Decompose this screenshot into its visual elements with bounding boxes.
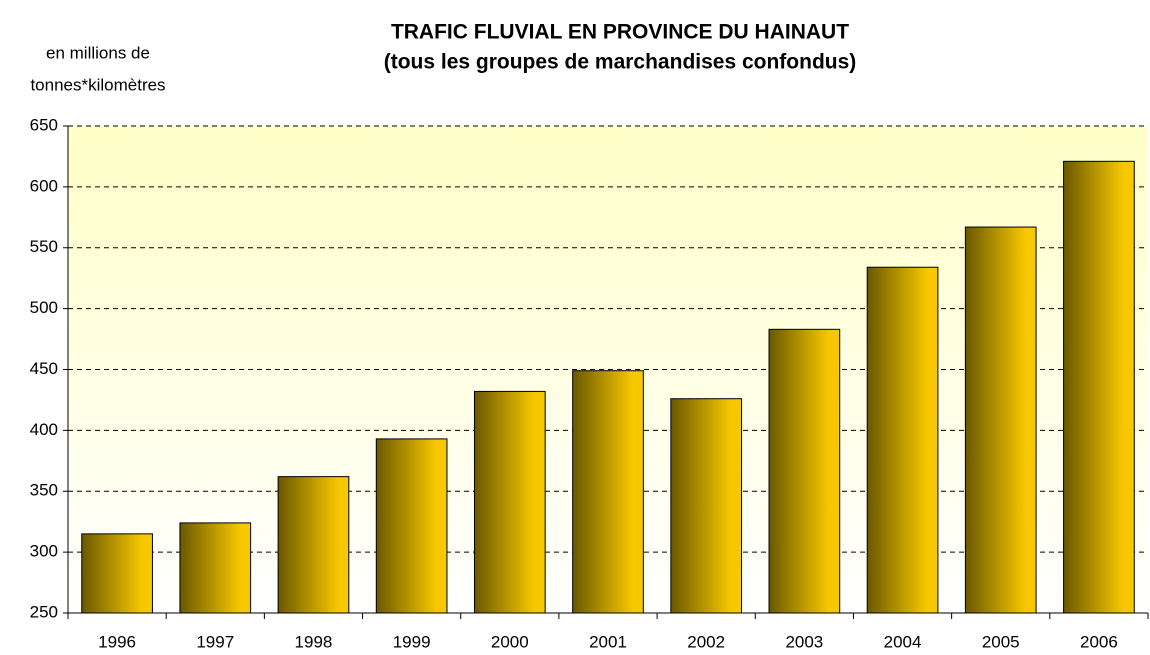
chart-title: (tous les groupes de marchandises confon… xyxy=(384,51,857,74)
bar xyxy=(768,328,841,614)
y-tick-label: 500 xyxy=(30,298,58,317)
bar xyxy=(81,533,153,614)
y-tick-label: 550 xyxy=(30,237,58,256)
x-tick-label: 1996 xyxy=(98,632,136,651)
bar xyxy=(670,398,743,614)
x-tick-label: 2000 xyxy=(491,632,529,651)
x-tick-label: 1999 xyxy=(393,632,431,651)
y-axis-label: tonnes*kilomètres xyxy=(30,75,165,94)
x-tick-label: 2005 xyxy=(982,632,1020,651)
x-tick-label: 2001 xyxy=(589,632,627,651)
y-tick-label: 600 xyxy=(30,176,58,195)
x-tick-label: 1997 xyxy=(196,632,234,651)
y-tick-label: 450 xyxy=(30,359,58,378)
x-tick-label: 2002 xyxy=(687,632,725,651)
y-tick-label: 400 xyxy=(30,420,58,439)
bar xyxy=(277,476,350,614)
y-tick-label: 250 xyxy=(30,602,58,621)
bar xyxy=(179,522,252,614)
bar xyxy=(964,226,1037,614)
bar xyxy=(375,438,448,614)
x-tick-label: 1998 xyxy=(295,632,333,651)
bar xyxy=(1063,160,1135,614)
x-tick-label: 2003 xyxy=(785,632,823,651)
bar xyxy=(866,266,939,614)
y-axis-label: en millions de xyxy=(46,43,150,62)
y-tick-label: 350 xyxy=(30,481,58,500)
x-tick-label: 2004 xyxy=(884,632,922,651)
bar xyxy=(572,370,644,614)
y-tick-label: 300 xyxy=(30,542,58,561)
bar xyxy=(473,390,546,614)
y-tick-label: 650 xyxy=(30,115,58,134)
chart-title: TRAFIC FLUVIAL EN PROVINCE DU HAINAUT xyxy=(391,21,849,44)
x-tick-label: 2006 xyxy=(1080,632,1118,651)
